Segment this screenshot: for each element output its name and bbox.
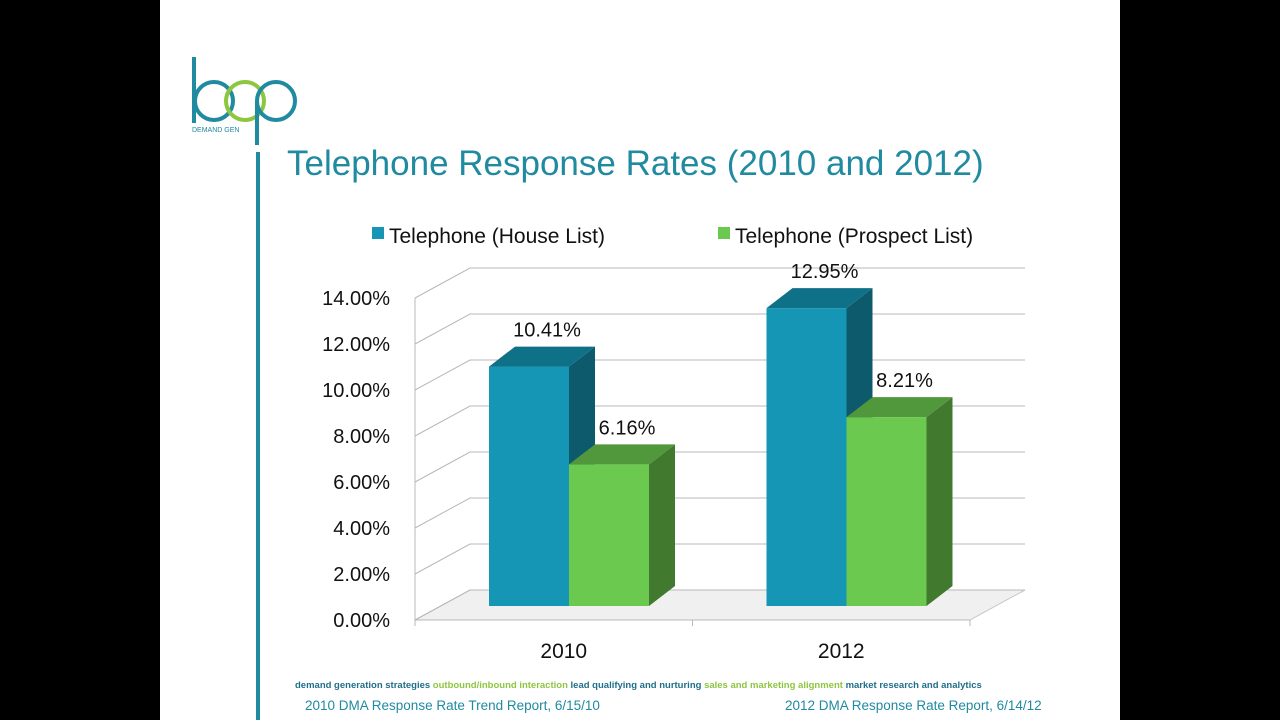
bar-top [846, 397, 953, 418]
gridline [414, 313, 1025, 345]
title-accent-rule [256, 152, 260, 720]
source-left: 2010 DMA Response Rate Trend Report, 6/1… [305, 698, 600, 713]
y-tick-label: 14.00% [322, 288, 390, 310]
bar-side [926, 397, 953, 606]
y-tick-label: 6.00% [333, 472, 390, 494]
legend-label: Telephone (Prospect List) [735, 225, 973, 248]
y-tick-label: 10.00% [322, 380, 390, 402]
bar-top [569, 444, 675, 465]
legend-swatch [372, 227, 384, 239]
bar-front [846, 417, 927, 606]
loop-demand-gen-logo: DEMAND GEN [192, 57, 297, 145]
y-tick-label: 12.00% [322, 334, 390, 356]
bar-chart: 0.00% 2.00% 4.00% 6.00% 8.00% 10.00% 12.00% 14.… [322, 225, 1026, 663]
footer-tagline: demand generation strategies outbound/in… [295, 680, 982, 691]
tagline-segment: lead qualifying and nurturing [570, 680, 705, 691]
x-category-label: 2012 [818, 640, 865, 663]
tagline-segment: sales and marketing alignment [704, 680, 846, 691]
tagline-segment: outbound/inbound interaction [432, 680, 571, 691]
legend-swatch [718, 227, 730, 239]
x-category-label: 2010 [540, 640, 587, 663]
slide: DEMAND GEN Telephone Response Rates (201… [160, 0, 1120, 720]
source-right: 2012 DMA Response Rate Report, 6/14/12 [785, 698, 1042, 713]
tagline-segment: market research and analytics [845, 680, 982, 691]
data-label: 12.95% [791, 261, 859, 283]
bar-side [649, 444, 675, 606]
logo-tagline: DEMAND GEN [192, 127, 239, 134]
data-label: 8.21% [876, 370, 933, 392]
bar-front [766, 308, 847, 606]
y-tick-label: 8.00% [333, 426, 390, 448]
data-label: 10.41% [513, 320, 581, 342]
gridline [414, 267, 1025, 299]
bar-top [489, 346, 595, 367]
data-label: 6.16% [599, 417, 656, 439]
bar-front [569, 464, 649, 606]
bar-top [766, 288, 873, 309]
y-tick-label: 2.00% [333, 564, 390, 586]
y-tick-label: 4.00% [333, 518, 390, 540]
tagline-segment: demand generation strategies [295, 680, 433, 691]
y-tick-label: 0.00% [333, 610, 390, 632]
slide-title: Telephone Response Rates (2010 and 2012) [287, 144, 984, 183]
bar-front [489, 366, 569, 606]
legend-label: Telephone (House List) [389, 225, 605, 248]
